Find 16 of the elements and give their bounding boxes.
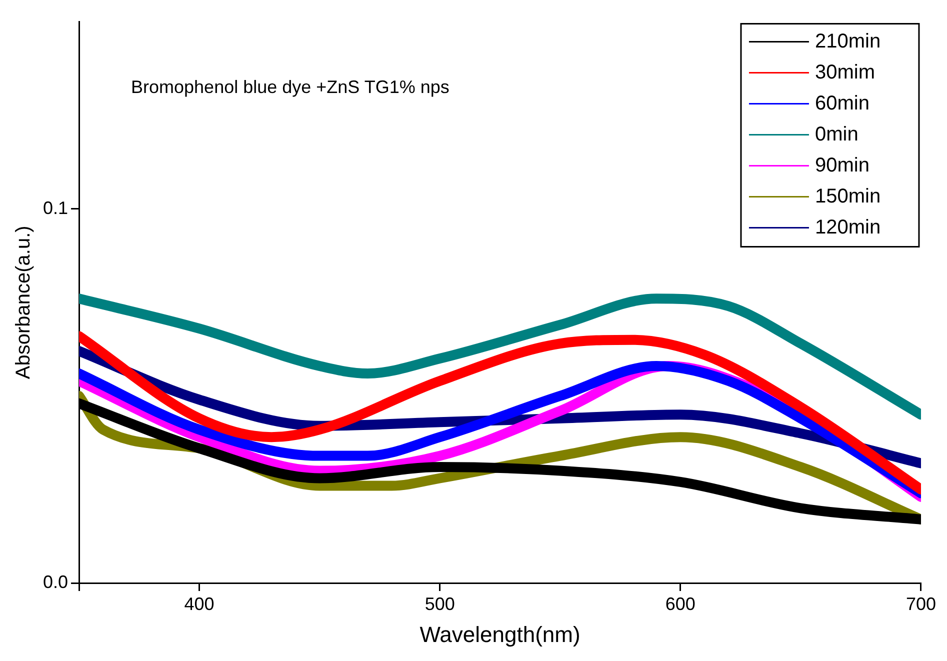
legend-label: 30mim [814,61,875,84]
x-tick-label: 600 [665,594,696,614]
legend-label: 150min [814,185,881,208]
annotation: Bromophenol blue dye +ZnS TG1% nps [131,76,450,97]
y-tick-label: 0.1 [42,198,68,218]
y-tick-label: 0.0 [42,572,68,592]
y-axis-title: Absorbance(a.u.) [12,226,35,380]
legend-label: 120min [814,216,881,238]
x-tick-label: 700 [906,594,936,614]
legend-label: 60min [814,92,870,114]
x-tick-label: 500 [424,594,455,614]
legend-label: 0min [814,123,858,146]
legend-label: 210min [814,30,881,52]
x-axis-title: Wavelength(nm) [420,622,580,647]
x-tick-label: 400 [184,594,214,614]
legend-label: 90min [814,154,870,176]
